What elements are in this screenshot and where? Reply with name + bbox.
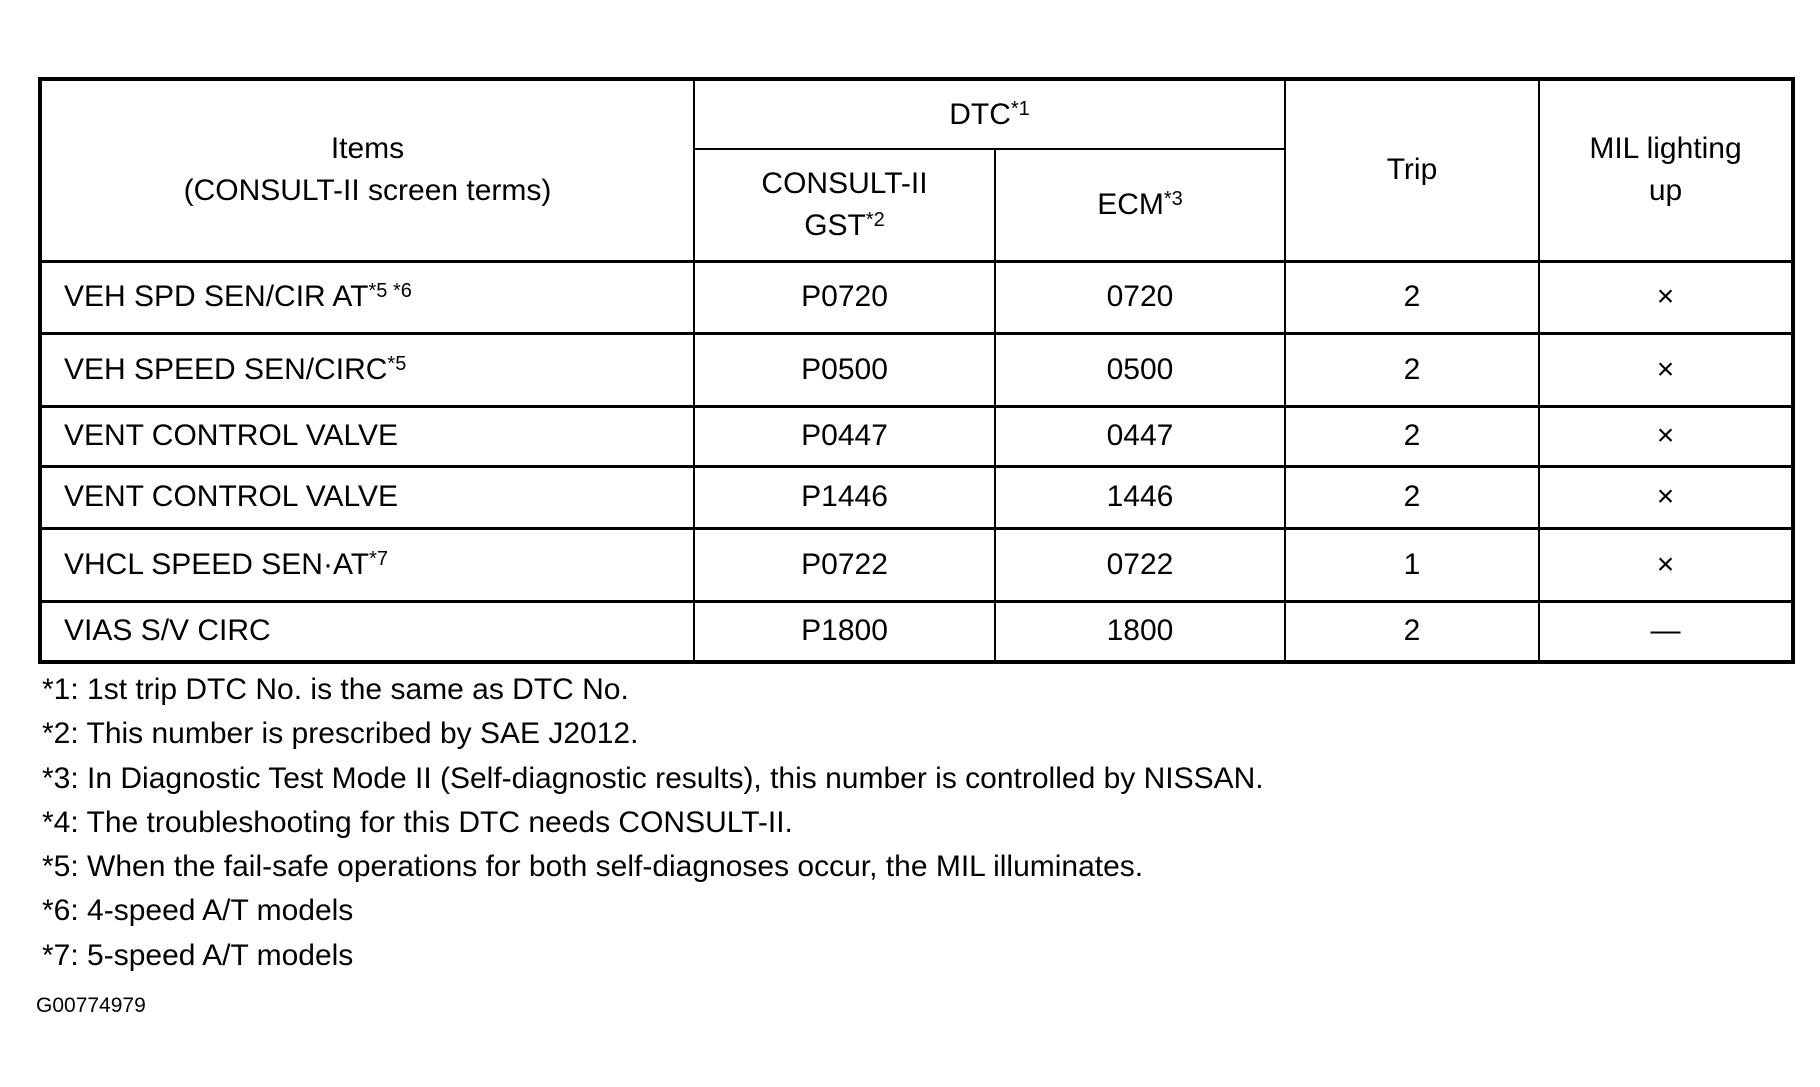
ecm-code-cell-text: 0500 [1106,352,1174,386]
trip-cell: 2 [1284,404,1540,468]
consult-code-cell-text: P0447 [801,419,888,452]
consult-header-line2: GST [804,208,866,242]
trip-cell-text: 2 [1403,614,1421,648]
trip-header: Trip [1284,78,1540,262]
mil-cell: × [1538,259,1794,335]
item-cell: VIAS S/V CIRC [39,599,695,664]
consult-header: CONSULT-II GST*2 [693,148,996,262]
dtc-label: DTC [949,97,1011,131]
ecm-code-cell-text: 0447 [1106,419,1174,452]
mil-cell-text: × [1656,419,1675,452]
consult-header-line1: CONSULT-II [761,166,928,200]
ecm-code-cell: 0722 [994,526,1286,603]
ecm-code-cell-text: 1446 [1106,480,1174,513]
table-row: VEH SPEED SEN/CIRC*5 P0500 0500 2 × [39,331,1794,408]
mil-cell-text: × [1656,352,1675,386]
ecm-header: ECM*3 [994,148,1286,262]
footnote: *1: 1st trip DTC No. is the same as DTC … [42,673,629,706]
item-cell: VENT CONTROL VALVE [39,464,695,530]
footnote: *2: This number is prescribed by SAE J20… [42,717,639,751]
footnote: *6: 4-speed A/T models [42,894,354,928]
mil-cell: × [1538,331,1794,408]
trip-cell-text: 2 [1403,419,1421,452]
ecm-code-cell-text: 0722 [1106,547,1174,581]
mil-header: MIL lighting up [1538,78,1794,262]
mil-cell-text: × [1656,280,1675,313]
item-cell-text: VHCL SPEED SEN·AT [64,547,370,581]
consult-code-cell: P1446 [693,464,996,530]
table-row: VEH SPD SEN/CIR AT*5 *6 P0720 0720 2 × [39,259,1794,335]
table-row: VENT CONTROL VALVE P0447 0447 2 × [39,404,1794,468]
items-header-line2: (CONSULT-II screen terms) [183,174,552,208]
ecm-code-cell-text: 1800 [1106,614,1174,648]
item-cell: VEH SPD SEN/CIR AT*5 *6 [39,259,695,335]
footnote-ref: *7 [369,547,388,570]
footnote-ref: *5 *6 [368,280,412,302]
consult-code-cell-text: P0720 [801,280,888,313]
item-cell: VEH SPEED SEN/CIRC*5 [39,331,695,408]
footnote: *3: In Diagnostic Test Mode II (Self-dia… [42,761,1264,795]
ecm-label: ECM [1097,187,1164,221]
ecm-code-cell: 1446 [994,464,1286,530]
mil-cell-text: — [1650,614,1681,648]
mil-header-line2: up [1648,174,1683,208]
mil-cell-text: × [1656,480,1675,513]
footnote-ref: *5 [387,352,407,375]
items-header-line1: Items [330,132,405,166]
trip-cell-text: 1 [1403,547,1421,581]
consult-footnote-ref: *2 [865,208,885,231]
item-cell-text: VEH SPEED SEN/CIRC [64,352,388,386]
table-row: VENT CONTROL VALVE P1446 1446 2 × [39,464,1794,530]
ecm-footnote-ref: *3 [1163,187,1183,210]
trip-cell: 2 [1284,259,1540,335]
consult-code-cell-text: P1446 [801,480,888,513]
dtc-header: DTC*1 [693,78,1286,150]
footnotes: *1: 1st trip DTC No. is the same as DTC … [42,668,1264,978]
mil-cell-text: × [1656,547,1675,581]
table-row: VHCL SPEED SEN·AT*7 P0722 0722 1 × [39,526,1794,603]
ecm-code-cell-text: 0720 [1106,280,1174,313]
ecm-code-cell: 1800 [994,599,1286,664]
mil-cell: × [1538,404,1794,468]
mil-cell: — [1538,599,1794,664]
ecm-code-cell: 0500 [994,331,1286,408]
trip-cell-text: 2 [1403,352,1421,386]
trip-cell-text: 2 [1403,280,1421,313]
footnote: *5: When the fail-safe operations for bo… [42,850,1144,884]
consult-code-cell-text: P0722 [801,547,888,581]
trip-cell: 1 [1284,526,1540,603]
item-cell-text: VENT CONTROL VALVE [64,480,398,513]
figure-code: G00774979 [36,994,146,1017]
ecm-code-cell: 0720 [994,259,1286,335]
trip-cell: 2 [1284,464,1540,530]
mil-header-line1: MIL lighting [1589,132,1742,166]
footnote: *7: 5-speed A/T models [42,938,354,972]
consult-code-cell: P0500 [693,331,996,408]
consult-code-cell: P1800 [693,599,996,664]
item-cell-text: VEH SPD SEN/CIR AT [64,280,369,313]
trip-cell: 2 [1284,599,1540,664]
item-cell: VHCL SPEED SEN·AT*7 [39,526,695,603]
item-cell-text: VIAS S/V CIRC [64,614,271,648]
mil-cell: × [1538,526,1794,603]
mil-cell: × [1538,464,1794,530]
consult-code-cell-text: P0500 [801,352,888,386]
dtc-table: Items (CONSULT-II screen terms) DTC*1 Tri… [38,77,1795,664]
header-row-1: Items (CONSULT-II screen terms) DTC*1 Tri… [39,78,1794,262]
consult-code-cell: P0720 [693,259,996,335]
ecm-code-cell: 0447 [994,404,1286,468]
consult-code-cell: P0722 [693,526,996,603]
trip-cell: 2 [1284,331,1540,408]
table-row: VIAS S/V CIRC P1800 1800 2 — [39,599,1794,664]
footnote: *4: The troubleshooting for this DTC nee… [42,805,793,839]
item-cell: VENT CONTROL VALVE [39,404,695,468]
trip-cell-text: 2 [1403,480,1421,513]
consult-code-cell-text: P1800 [801,614,888,648]
header-row-2: CONSULT-II GST*2 ECM*3 [40,148,1793,262]
consult-code-cell: P0447 [693,404,996,468]
items-header: Items (CONSULT-II screen terms) [39,78,695,262]
dtc-footnote-ref: *1 [1010,97,1030,120]
item-cell-text: VENT CONTROL VALVE [64,419,398,452]
